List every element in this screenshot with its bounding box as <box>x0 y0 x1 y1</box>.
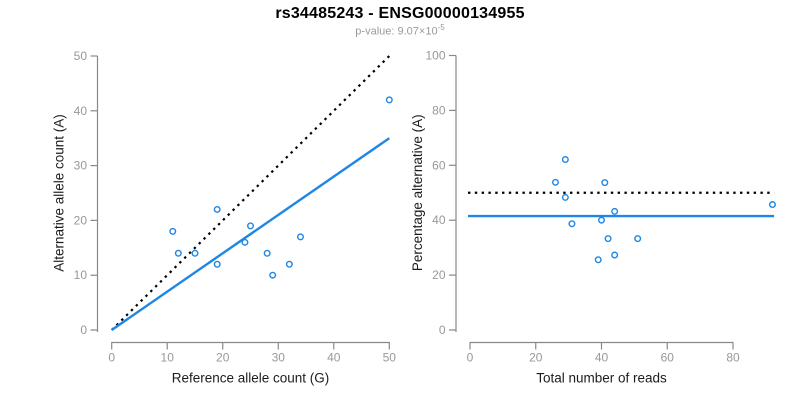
left-data-point <box>296 233 304 241</box>
left-data-point <box>246 222 254 230</box>
left-data-point <box>241 238 249 246</box>
right-y-tick-label: 40 <box>432 213 446 227</box>
right-data-point <box>561 193 569 201</box>
left-x-tick-label: 30 <box>272 351 286 365</box>
right-y-tick-label: 20 <box>432 268 446 282</box>
right-data-point <box>604 235 612 243</box>
right-data-point <box>601 179 609 187</box>
left-x-tick-label: 0 <box>108 351 115 365</box>
left-y-axis-title: Alternative allele count (A) <box>52 114 67 272</box>
left-x-tick-label: 20 <box>216 351 230 365</box>
right-data-point <box>768 201 776 209</box>
left-y-tick-label: 30 <box>74 159 88 173</box>
figure-title: rs34485243 - ENSG00000134955 <box>275 5 525 22</box>
left-y-tick-label: 50 <box>74 49 88 63</box>
right-data-point <box>561 156 569 164</box>
figure-subtitle: p-value: 9.07×10-5 <box>0 23 800 38</box>
right-data-point <box>598 216 606 224</box>
left-data-point <box>174 249 182 257</box>
right-data-point <box>634 235 642 243</box>
right-y-tick-label: 100 <box>425 49 445 63</box>
right-data-point <box>594 256 602 264</box>
left-y-tick-label: 20 <box>74 213 88 227</box>
left-data-point <box>285 260 293 268</box>
left-y-tick-label: 40 <box>74 104 88 118</box>
right-x-tick-label: 20 <box>529 351 543 365</box>
left-fit-line <box>111 137 390 331</box>
left-x-tick-label: 10 <box>161 351 175 365</box>
left-data-point <box>263 249 271 257</box>
left-x-tick-label: 50 <box>383 351 397 365</box>
right-x-axis-title: Total number of reads <box>536 371 667 386</box>
left-data-point <box>269 271 277 279</box>
left-data-point <box>385 96 393 104</box>
left-identity-line <box>110 55 391 331</box>
left-x-axis-title: Reference allele count (G) <box>172 371 330 386</box>
right-x-tick-label: 80 <box>726 351 740 365</box>
pvalue-text: p-value: 9.07×10 <box>355 25 438 38</box>
left-data-point <box>213 205 221 213</box>
right-data-point <box>568 220 576 228</box>
left-y-tick-label: 10 <box>74 268 88 282</box>
left-data-point <box>213 260 221 268</box>
right-y-tick-label: 0 <box>439 323 446 337</box>
right-y-tick-label: 60 <box>432 158 446 172</box>
right-y-tick-label: 80 <box>432 103 446 117</box>
right-data-point <box>551 178 559 186</box>
left-data-point <box>169 227 177 235</box>
right-x-tick-label: 40 <box>595 351 609 365</box>
left-x-tick-label: 40 <box>327 351 341 365</box>
right-data-point <box>611 207 619 215</box>
right-data-point <box>611 251 619 259</box>
left-y-tick-label: 0 <box>80 323 87 337</box>
right-x-tick-label: 60 <box>661 351 675 365</box>
pvalue-exponent: -5 <box>437 23 445 32</box>
right-y-axis-title: Percentage alternative (A) <box>410 114 425 271</box>
left-data-point <box>191 249 199 257</box>
right-x-tick-label: 0 <box>467 351 474 365</box>
